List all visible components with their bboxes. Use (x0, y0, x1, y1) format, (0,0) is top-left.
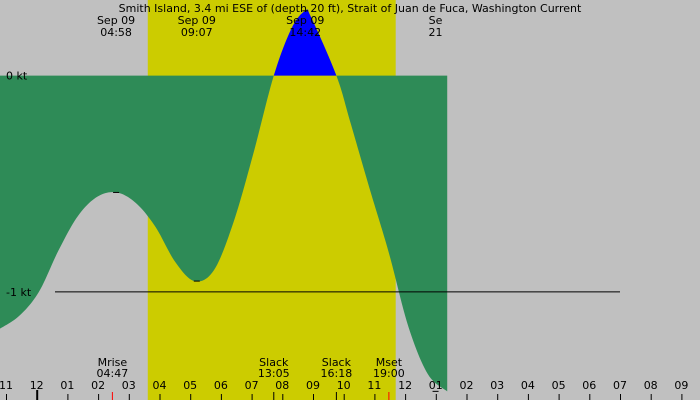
hour-tick-label: 09 (674, 379, 688, 392)
extreme-date-label: Sep 09 (286, 14, 324, 27)
hour-tick-label: 07 (613, 379, 627, 392)
extreme-date-label: Sep 09 (97, 14, 135, 27)
hour-tick-label: 02 (460, 379, 474, 392)
hour-tick-label: 10 (337, 379, 351, 392)
hour-tick-label: 04 (521, 379, 535, 392)
hour-tick-label: 03 (122, 379, 136, 392)
hour-tick-label: 05 (183, 379, 197, 392)
extreme-date-label: Sep 09 (178, 14, 216, 27)
hour-tick-label: 07 (245, 379, 259, 392)
hour-tick-label: 11 (367, 379, 381, 392)
event-label: Mrise (98, 356, 128, 369)
extreme-time-label: 14:42 (289, 26, 321, 39)
hour-tick-label: 12 (398, 379, 412, 392)
hour-tick-label: 09 (306, 379, 320, 392)
hour-tick-label: 08 (275, 379, 289, 392)
hour-tick-label: 08 (644, 379, 658, 392)
event-label: Slack (259, 356, 289, 369)
event-label: Mset (376, 356, 403, 369)
event-time-label: 04:47 (97, 367, 129, 380)
hour-tick-label: 11 (0, 379, 13, 392)
extreme-date-label: Se (429, 14, 443, 27)
y-tick-label: -1 kt (6, 286, 32, 299)
hour-tick-label: 06 (582, 379, 596, 392)
extreme-time-label: 21 (429, 26, 443, 39)
hour-tick-label: 05 (552, 379, 566, 392)
extreme-time-label: 04:58 (100, 26, 132, 39)
hour-tick-label: 06 (214, 379, 228, 392)
ebb-area (0, 75, 448, 392)
hour-tick-label: 01 (60, 379, 74, 392)
event-time-label: 13:05 (258, 367, 290, 380)
event-time-label: 16:18 (321, 367, 353, 380)
event-label: Slack (322, 356, 352, 369)
y-tick-label: 0 kt (6, 70, 28, 83)
hour-tick-label: 02 (91, 379, 105, 392)
extreme-time-label: 09:07 (181, 26, 213, 39)
hour-tick-label: 12 (30, 379, 44, 392)
event-time-label: 19:00 (373, 367, 405, 380)
y-axis: 0 kt -1 kt (6, 70, 620, 299)
hour-tick-label: 01 (429, 379, 443, 392)
chart-title: Smith Island, 3.4 mi ESE of (depth 20 ft… (119, 2, 582, 15)
hour-tick-label: 04 (153, 379, 167, 392)
hour-tick-label: 03 (490, 379, 504, 392)
x-axis: 11 12 01 02 03 04 05 06 07 08 09 10 11 12 01 02 03 04 05 06… (0, 379, 688, 400)
